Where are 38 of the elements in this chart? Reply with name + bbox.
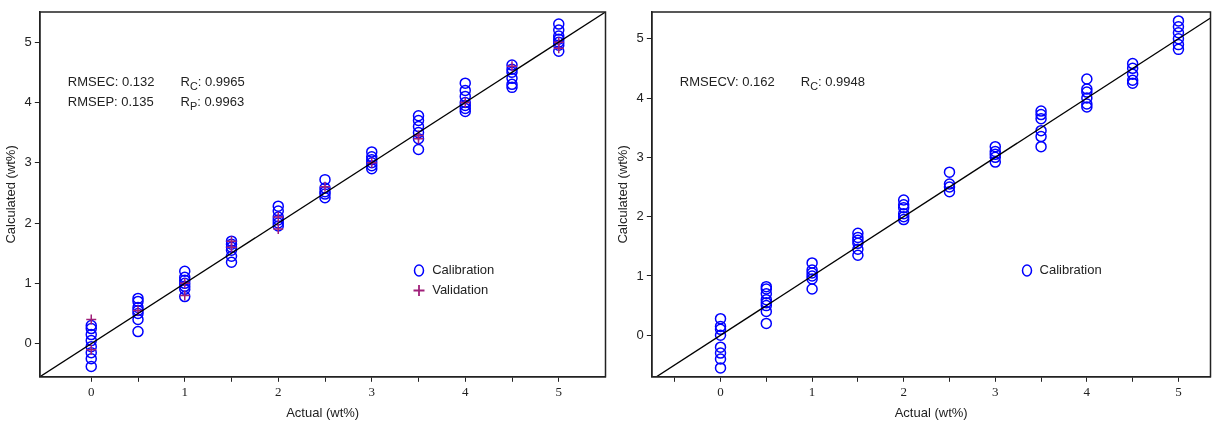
annotation: RMSEC: 0.132 [67,74,155,91]
annotation: R$_{C}$: 0.9965 [180,74,245,94]
legend-label: Calibration [432,261,495,280]
x-tick-label: 5 [1175,384,1182,400]
x-tick-label: 4 [1083,384,1091,400]
x-tick-label: 3 [992,384,999,400]
x-tick-label: 2 [900,384,907,400]
y-tick-label: 4 [636,89,644,105]
y-axis-title: Calculated (wt%) [3,145,19,244]
x-tick-label: 2 [275,384,282,400]
x-tick-label: 0 [717,384,724,400]
point [85,313,98,326]
annotation: R$_{P}$: 0.9963 [180,93,245,114]
x-tick-label: 3 [368,384,375,400]
y-tick-label: 2 [636,208,644,224]
y-tick-label: 1 [24,274,32,290]
annotation: R$_{C}$: 0.9948 [800,74,865,94]
x-tick-label: 5 [555,384,562,400]
y-tick-label: 3 [636,148,644,164]
y-tick-label: 5 [636,30,644,46]
y-tick-label: 0 [636,326,644,342]
y-tick-label: 3 [24,154,32,170]
x-axis-title: Actual (wt%) [286,404,360,420]
legend-label: Calibration [1039,261,1102,280]
x-tick-label: 1 [181,384,188,400]
x-tick-label: 4 [462,384,469,400]
y-tick-label: 1 [636,267,644,283]
annotation: RMSECV: 0.162 [679,74,775,91]
y-tick-label: 0 [24,335,32,351]
x-axis-title: Actual (wt%) [894,404,968,420]
y-tick-label: 5 [24,33,32,49]
y-tick-label: 2 [24,214,32,230]
y-axis-title: Calculated (wt%) [615,145,631,244]
x-tick-label: 0 [88,384,95,400]
legend-label: Validation [432,281,489,300]
annotation: RMSEP: 0.135 [67,93,155,111]
x-tick-label: 1 [808,384,816,400]
y-tick-label: 4 [24,94,32,110]
